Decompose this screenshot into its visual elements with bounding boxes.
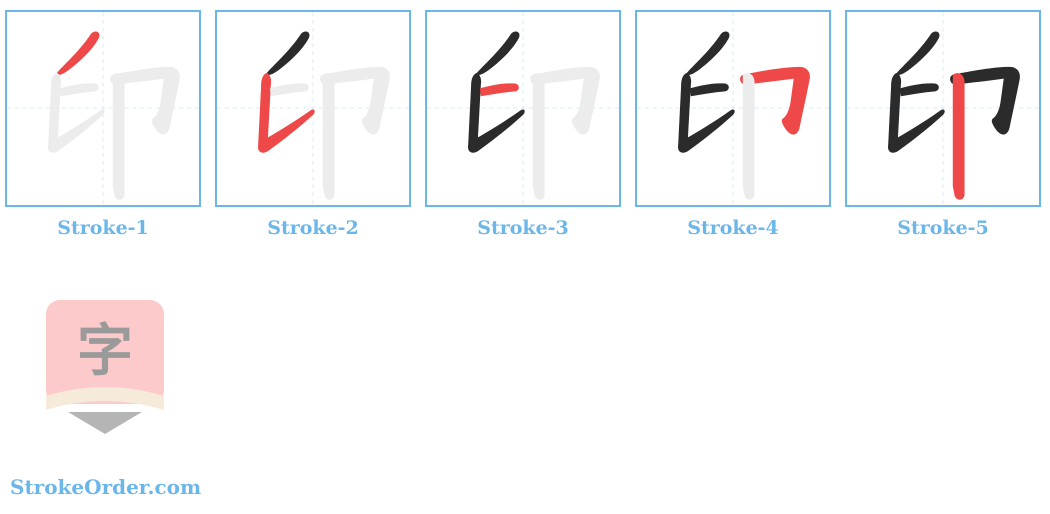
stroke-5-shape <box>952 73 965 200</box>
stroke-diagram-2 <box>217 12 409 205</box>
stroke-panel-3 <box>425 10 621 207</box>
stroke-5-shape <box>112 73 125 200</box>
stroke-panel-4 <box>635 10 831 207</box>
stroke-2-shape <box>257 72 315 153</box>
stroke-2-shape <box>887 72 945 153</box>
stroke-2-shape <box>467 72 525 153</box>
stroke-4-shape <box>530 66 600 135</box>
stroke-2-shape <box>47 72 105 153</box>
stroke-3-shape <box>269 83 309 97</box>
stroke-2-shape <box>677 72 735 153</box>
stroke-1-shape <box>686 31 730 75</box>
stroke-3-shape <box>689 83 729 97</box>
stroke-1-shape <box>56 31 100 75</box>
stroke-1-shape <box>476 31 520 75</box>
stroke-caption-1: Stroke-1 <box>57 217 149 239</box>
stroke-3-shape <box>59 83 99 97</box>
stroke-5-shape <box>322 73 335 200</box>
stroke-1-shape <box>266 31 310 75</box>
stroke-caption-2: Stroke-2 <box>267 217 359 239</box>
site-name-link[interactable]: StrokeOrder.com <box>10 475 202 499</box>
stroke-4-shape <box>110 66 180 135</box>
stroke-caption-3: Stroke-3 <box>477 217 569 239</box>
stroke-panel-5 <box>845 10 1041 207</box>
stroke-panel-1 <box>5 10 201 207</box>
stroke-caption-4: Stroke-4 <box>687 217 779 239</box>
stroke-4-shape <box>950 66 1020 135</box>
stroke-diagram-1 <box>7 12 199 205</box>
stroke-caption-5: Stroke-5 <box>897 217 989 239</box>
logo-glyph: 字 <box>77 319 133 384</box>
stroke-4-shape <box>320 66 390 135</box>
stroke-diagram-5 <box>847 12 1039 205</box>
stroke-5-shape <box>742 73 755 200</box>
stroke-4-shape <box>740 66 810 135</box>
stroke-diagram-3 <box>427 12 619 205</box>
stroke-5-shape <box>532 73 545 200</box>
site-logo: 字 <box>46 300 164 434</box>
stroke-1-shape <box>896 31 940 75</box>
stroke-diagram-4 <box>637 12 829 205</box>
stroke-3-shape <box>479 83 519 97</box>
stroke-panel-2 <box>215 10 411 207</box>
stroke-3-shape <box>899 83 939 97</box>
